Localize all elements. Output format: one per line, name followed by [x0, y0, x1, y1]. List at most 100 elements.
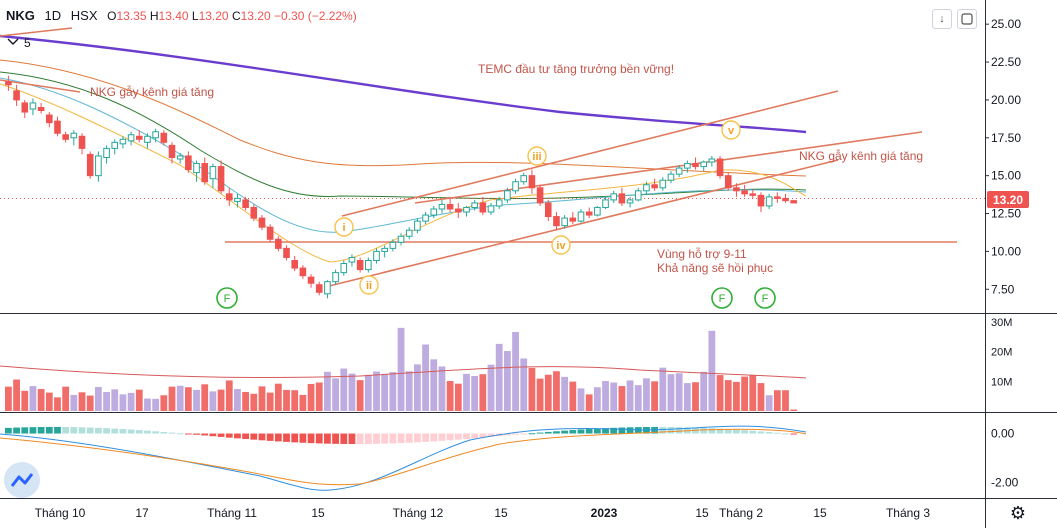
candle-body: [643, 184, 650, 192]
candle-body: [365, 259, 372, 271]
indicators-count: 5: [24, 36, 31, 50]
candle-body: [307, 276, 315, 284]
macd-histogram-bar: [176, 433, 184, 435]
candle-body: [283, 247, 290, 258]
candle-body: [397, 235, 405, 243]
volume-bar: [708, 330, 716, 411]
ma100-line: [0, 59, 807, 177]
symbol-name[interactable]: NKG: [6, 8, 35, 23]
candle-body: [553, 216, 560, 227]
volume-bar: [201, 384, 209, 411]
macd-histogram-bar: [773, 432, 781, 434]
volume-ma-line: [0, 365, 807, 379]
candle: [152, 128, 159, 143]
macd-histogram-bar: [266, 433, 274, 441]
candle: [561, 215, 568, 229]
candle-body: [225, 193, 233, 201]
volume-bar: [782, 390, 789, 411]
candle: [675, 165, 683, 178]
candle-body: [299, 267, 307, 277]
macd-histogram-bar: [430, 433, 438, 442]
scroll-down-button[interactable]: ↓: [932, 9, 952, 29]
candle-body: [414, 220, 421, 231]
candle-body: [504, 190, 511, 201]
macd-histogram-bar: [438, 433, 446, 441]
macd-histogram-bar: [62, 427, 70, 434]
candle: [422, 212, 429, 225]
candle: [594, 205, 601, 217]
macd-histogram-bar: [78, 427, 86, 434]
macd-histogram-bar: [733, 429, 740, 434]
candle: [185, 151, 192, 173]
candle-body: [544, 202, 552, 218]
candle-body: [512, 181, 519, 192]
candle-body: [675, 167, 683, 175]
channel-lower-line: [324, 159, 839, 288]
candle-body: [487, 205, 495, 213]
volume-bar: [291, 390, 299, 411]
volume-bar: [86, 395, 94, 411]
volume-bar: [561, 376, 569, 411]
macd-histogram-bar: [135, 430, 143, 434]
gear-icon[interactable]: ⚙: [1009, 503, 1027, 523]
volume-bar: [144, 398, 151, 411]
candle-body: [340, 263, 348, 274]
macd-histogram-bar: [585, 429, 593, 434]
candle: [536, 184, 544, 206]
candle: [708, 155, 716, 167]
candle-body: [577, 211, 585, 222]
maximize-button[interactable]: [957, 9, 977, 29]
volume-bar: [577, 388, 585, 411]
candle-body: [749, 193, 757, 196]
candle: [340, 260, 348, 276]
candle: [168, 142, 176, 164]
ma10-line: [0, 83, 807, 263]
candle: [381, 245, 388, 258]
volume-bar: [569, 381, 577, 411]
candle: [234, 193, 241, 208]
candle: [643, 181, 650, 194]
volume-bar: [512, 332, 519, 411]
volume-bar: [414, 364, 421, 411]
indicators-toggle[interactable]: 5: [6, 36, 31, 50]
candle-body: [471, 202, 478, 208]
low-value: 13.20: [198, 9, 229, 23]
candle-body: [626, 199, 634, 204]
interval-label[interactable]: 1D: [44, 8, 62, 23]
candle-body: [119, 138, 127, 145]
volume-bar: [790, 409, 798, 411]
f-label: F: [719, 293, 726, 305]
candle-body: [135, 135, 143, 140]
candle-body: [332, 272, 339, 283]
macd-tick-label: 0.00: [991, 427, 1015, 441]
price-tick-label: 25.00: [991, 17, 1021, 31]
volume-tick-label: 30M: [991, 317, 1012, 329]
candle: [201, 157, 209, 185]
volume-bar: [13, 379, 20, 411]
candle-body: [528, 175, 536, 189]
candle: [103, 145, 110, 164]
candle: [283, 245, 290, 261]
macd-histogram-bar: [749, 430, 757, 434]
candle-body: [201, 163, 209, 183]
annotation-support-1: Vùng hỗ trợ 9-11: [657, 246, 747, 261]
macd-histogram-bar: [209, 433, 217, 437]
ma50-line: [0, 71, 807, 200]
tradingview-logo[interactable]: [4, 462, 40, 498]
macd-histogram-bar: [193, 433, 200, 435]
macd-histogram-bar: [315, 433, 323, 444]
macd-histogram-bar: [217, 433, 225, 437]
time-tick-label: Tháng 10: [35, 506, 86, 520]
candle-body: [54, 120, 61, 134]
candle-body: [446, 203, 454, 210]
wave-label: iii: [532, 151, 541, 163]
candle-body: [193, 163, 200, 174]
volume-bar: [234, 389, 241, 411]
last-price-tag: [987, 191, 1029, 208]
candle: [111, 139, 119, 155]
candle: [487, 202, 495, 216]
candle-body: [176, 155, 184, 160]
candle-body: [29, 102, 37, 110]
candle: [46, 112, 53, 128]
